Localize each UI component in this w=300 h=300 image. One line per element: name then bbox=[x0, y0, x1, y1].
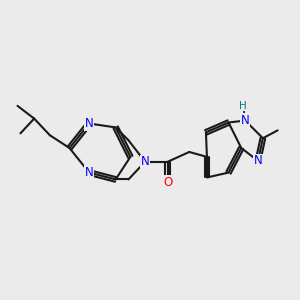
Text: N: N bbox=[85, 166, 94, 179]
Text: N: N bbox=[141, 155, 149, 168]
Text: O: O bbox=[163, 176, 172, 189]
Text: N: N bbox=[254, 154, 262, 167]
Text: N: N bbox=[241, 114, 250, 127]
Text: H: H bbox=[239, 101, 247, 111]
Text: N: N bbox=[85, 117, 94, 130]
